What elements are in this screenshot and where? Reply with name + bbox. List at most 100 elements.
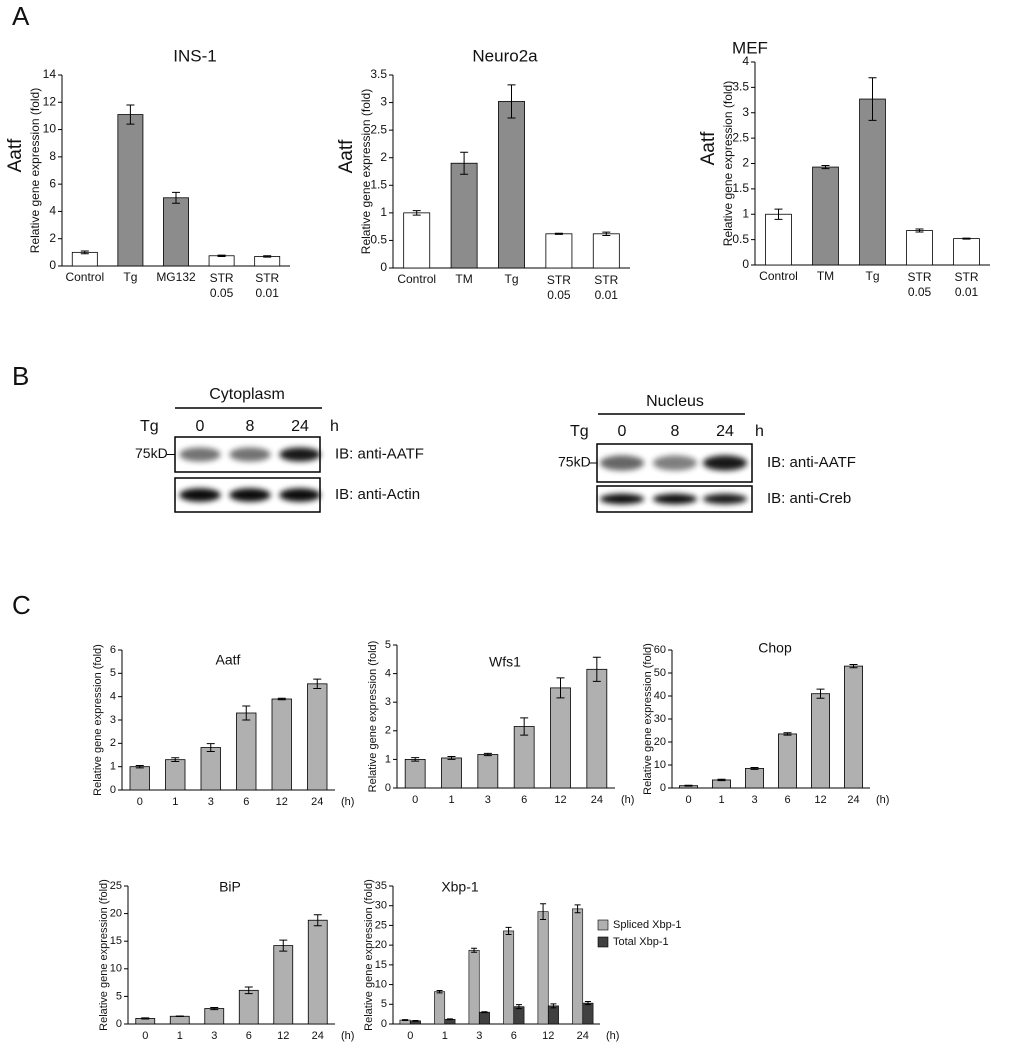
y-axis-label: Relative gene expression (fold) — [92, 644, 104, 796]
lane-label: 8 — [671, 423, 680, 440]
error-bar — [821, 165, 830, 170]
bar — [200, 747, 221, 791]
x-tick-label: 1 — [177, 1030, 183, 1042]
x-tick-label: TM — [817, 269, 834, 283]
error-bar — [684, 784, 693, 787]
x-tick-label: 24 — [591, 794, 603, 806]
bar — [208, 255, 235, 267]
chart-title: INS-1 — [173, 46, 216, 65]
error-bar — [171, 757, 180, 763]
y-tick-label: 50 — [654, 667, 666, 679]
x-tick-label: TM — [455, 272, 472, 286]
panel-label: B — [12, 361, 29, 391]
y-tick-label: 0.5 — [732, 232, 749, 246]
chart-title: MEF — [732, 38, 768, 57]
y-tick-label: 0 — [660, 782, 666, 794]
y-tick-label: 2 — [742, 156, 749, 170]
y-tick-label: 25 — [110, 880, 122, 892]
lane-label: 24 — [291, 418, 309, 435]
blot-band — [279, 447, 321, 462]
bar — [844, 665, 863, 789]
error-bar — [436, 989, 443, 994]
blot-band — [229, 447, 271, 462]
x-tick-label: 12 — [814, 794, 826, 806]
y-tick-label: 3.5 — [370, 67, 387, 81]
y-tick-label: 35 — [375, 880, 387, 892]
x-unit: (h) — [621, 794, 634, 806]
y-tick-label: 4 — [49, 204, 56, 218]
unit-label: h — [755, 423, 764, 440]
y-tick-label: 15 — [110, 935, 122, 947]
bar — [550, 687, 571, 789]
y-tick-label: 0.5 — [370, 233, 387, 247]
x-tick-label: STR — [908, 270, 932, 284]
error-bar — [774, 208, 783, 220]
y-tick-label: 1 — [385, 753, 391, 765]
y-tick-label: 2 — [380, 150, 387, 164]
x-tick-label: 0 — [137, 796, 143, 808]
x-tick-label: 0.05 — [908, 285, 932, 299]
y-tick-label: 2.5 — [732, 130, 749, 144]
chart-title: BiP — [219, 879, 241, 895]
x-tick-label: 0.01 — [595, 288, 619, 302]
error-bar — [507, 84, 516, 119]
panel-label: C — [12, 590, 31, 620]
error-bar — [446, 1018, 453, 1021]
y-axis-label: Relative gene expression (fold) — [721, 81, 735, 246]
x-tick-label: 0.05 — [210, 286, 234, 300]
legend-label: Total Xbp-1 — [613, 936, 669, 948]
x-tick-label: Tg — [123, 270, 137, 284]
y-tick-label: 10 — [43, 122, 57, 136]
y-axis-label-large: Aatf — [336, 139, 357, 174]
blot-band — [179, 447, 221, 462]
y-tick-label: 20 — [375, 939, 387, 951]
bar — [513, 1006, 525, 1025]
error-bar — [402, 1019, 409, 1021]
blot-band — [652, 455, 698, 471]
y-tick-label: 2 — [49, 231, 56, 245]
y-axis-label: Relative gene expression (fold) — [359, 89, 373, 254]
marker-label: 75kD — [135, 445, 168, 461]
y-tick-label: 0 — [49, 258, 56, 272]
chart-title: Neuro2a — [472, 46, 538, 65]
y-tick-label: 20 — [110, 908, 122, 920]
bar — [478, 1011, 490, 1025]
y-tick-label: 25 — [375, 919, 387, 931]
x-tick-label: 1 — [718, 794, 724, 806]
y-tick-label: 2 — [385, 725, 391, 737]
bar — [404, 759, 426, 789]
error-bar — [584, 1001, 591, 1006]
x-tick-label: Control — [759, 269, 798, 283]
error-bar — [849, 663, 858, 669]
y-tick-label: 14 — [43, 67, 57, 81]
blot-row-label: IB: anti-Actin — [335, 486, 420, 503]
error-bar — [783, 732, 792, 736]
y-tick-label: 10 — [654, 759, 666, 771]
bar — [273, 945, 294, 1025]
error-bar — [602, 231, 611, 236]
y-axis-label: Relative gene expression (fold) — [642, 643, 654, 795]
x-tick-label: 6 — [784, 794, 790, 806]
bar — [906, 230, 933, 266]
legend-swatch — [597, 919, 609, 931]
bar — [592, 233, 620, 269]
x-unit: (h) — [606, 1030, 619, 1042]
y-tick-label: 1.5 — [370, 177, 387, 191]
bar — [745, 768, 764, 789]
error-bar — [263, 255, 272, 258]
chart-title: Xbp-1 — [441, 879, 479, 895]
x-tick-label: STR — [594, 273, 618, 287]
x-tick-label: STR — [955, 270, 979, 284]
x-tick-label: 6 — [511, 1030, 517, 1042]
y-axis-label-large: Aatf — [5, 138, 26, 173]
x-tick-label: 3 — [208, 796, 214, 808]
x-tick-label: 1 — [448, 794, 454, 806]
y-tick-label: 1.5 — [732, 181, 749, 195]
error-bar — [206, 743, 215, 752]
y-tick-label: 2.5 — [370, 122, 387, 136]
x-tick-label: 3 — [485, 794, 491, 806]
y-tick-label: 0 — [116, 1018, 122, 1030]
y-tick-label: 1 — [380, 205, 387, 219]
error-bar — [80, 250, 89, 255]
